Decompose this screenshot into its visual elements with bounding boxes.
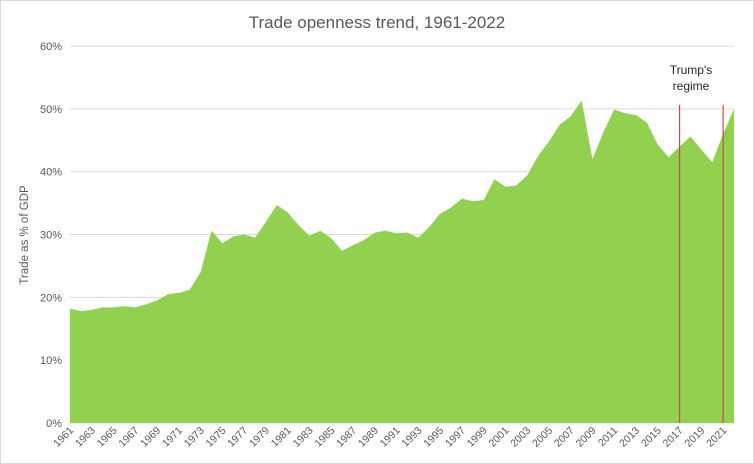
x-tick-label: 1999: [465, 425, 490, 450]
x-tick-label: 1975: [204, 425, 229, 450]
x-tick-label: 1987: [334, 425, 359, 450]
x-tick-label: 1997: [443, 425, 468, 450]
y-tick-label: 10%: [40, 355, 62, 367]
x-tick-label: 1991: [378, 425, 403, 450]
x-tick-label: 2017: [661, 425, 686, 450]
x-tick-label: 1981: [269, 425, 294, 450]
x-tick-label: 1971: [160, 425, 185, 450]
x-tick-label: 1993: [399, 425, 424, 450]
x-tick-label: 1973: [182, 425, 207, 450]
x-tick-label: 1969: [138, 425, 163, 450]
y-tick-label: 30%: [40, 230, 62, 242]
y-axis-title: Trade as % of GDP: [19, 185, 31, 285]
x-tick-label: 2019: [682, 425, 707, 450]
y-tick-label: 50%: [40, 104, 62, 116]
x-tick-label: 2003: [508, 425, 533, 450]
x-tick-labels: 1961196319651967196919711973197519771979…: [51, 425, 729, 450]
x-tick-label: 1989: [356, 425, 381, 450]
x-tick-label: 2013: [617, 425, 642, 450]
y-tick-label: 20%: [40, 292, 62, 304]
trade-area-series: [70, 100, 734, 423]
x-tick-label: 2015: [639, 425, 664, 450]
x-tick-label: 2009: [574, 425, 599, 450]
x-tick-label: 1965: [95, 425, 120, 450]
y-tick-label: 60%: [40, 41, 62, 53]
annotation-line-1: Trump's: [670, 63, 713, 77]
x-tick-label: 1967: [116, 425, 141, 450]
y-tick-labels: 0% 10% 20% 30% 40% 50% 60%: [40, 41, 62, 430]
x-tick-label: 1995: [421, 425, 446, 450]
x-tick-label: 1977: [225, 425, 250, 450]
y-tick-label: 40%: [40, 167, 62, 179]
chart-title: Trade openness trend, 1961-2022: [249, 13, 505, 32]
x-tick-label: 1983: [291, 425, 316, 450]
annotation-markers: [678, 105, 724, 423]
x-tick-label: 2001: [487, 425, 512, 450]
x-tick-label: 1979: [247, 425, 272, 450]
x-tick-label: 1963: [73, 425, 98, 450]
x-tick-label: 2021: [704, 425, 729, 450]
x-tick-label: 2011: [596, 425, 621, 450]
x-tick-label: 1985: [312, 425, 337, 450]
x-tick-label: 2005: [530, 425, 555, 450]
x-tick-label: 2007: [552, 425, 577, 450]
annotation-line-2: regime: [673, 79, 710, 93]
y-tick-label: 0%: [46, 418, 62, 430]
